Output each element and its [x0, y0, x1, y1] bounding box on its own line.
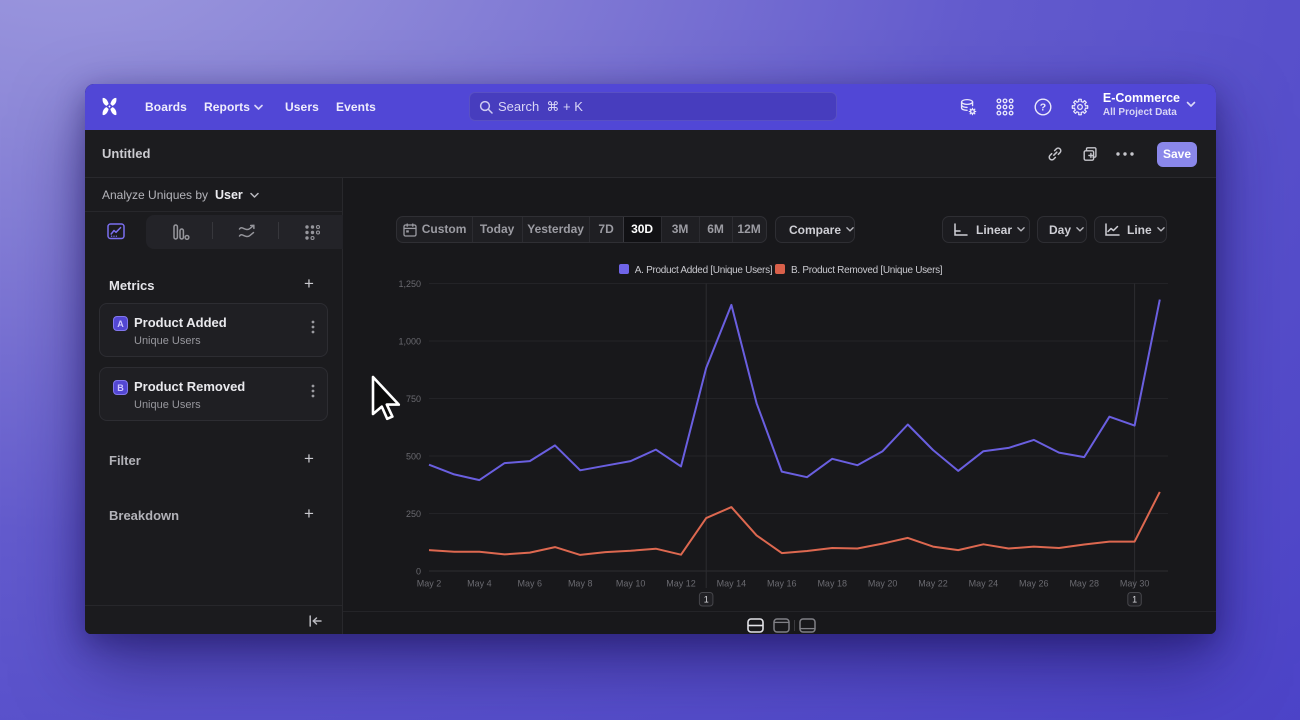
svg-text:?: ?: [1040, 102, 1046, 114]
svg-text:750: 750: [406, 394, 421, 404]
svg-text:1: 1: [704, 595, 709, 605]
svg-text:May 30: May 30: [1120, 579, 1150, 589]
svg-text:May 12: May 12: [666, 579, 696, 589]
svg-text:May 10: May 10: [616, 579, 646, 589]
svg-text:May 24: May 24: [969, 579, 999, 589]
svg-text:May 28: May 28: [1069, 579, 1099, 589]
svg-text:May 26: May 26: [1019, 579, 1049, 589]
svg-text:May 8: May 8: [568, 579, 593, 589]
svg-text:May 18: May 18: [817, 579, 847, 589]
svg-text:May 14: May 14: [717, 579, 747, 589]
svg-text:May 4: May 4: [467, 579, 492, 589]
svg-text:May 20: May 20: [868, 579, 898, 589]
svg-text:May 6: May 6: [518, 579, 543, 589]
svg-text:1,250: 1,250: [398, 279, 421, 289]
svg-text:0: 0: [416, 567, 421, 577]
svg-text:1: 1: [1132, 595, 1137, 605]
svg-text:May 2: May 2: [417, 579, 442, 589]
svg-text:May 22: May 22: [918, 579, 948, 589]
svg-text:1,000: 1,000: [398, 337, 421, 347]
svg-text:500: 500: [406, 452, 421, 462]
svg-text:May 16: May 16: [767, 579, 797, 589]
svg-text:250: 250: [406, 509, 421, 519]
